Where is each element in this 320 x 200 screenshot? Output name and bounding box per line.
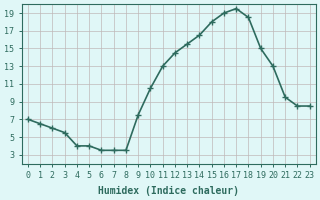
- X-axis label: Humidex (Indice chaleur): Humidex (Indice chaleur): [98, 186, 239, 196]
